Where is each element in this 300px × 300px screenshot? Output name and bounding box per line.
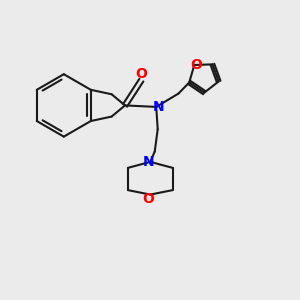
- Text: O: O: [142, 192, 154, 206]
- Text: N: N: [152, 100, 164, 114]
- Text: O: O: [190, 58, 202, 72]
- Text: N: N: [143, 155, 154, 169]
- Text: O: O: [135, 67, 147, 81]
